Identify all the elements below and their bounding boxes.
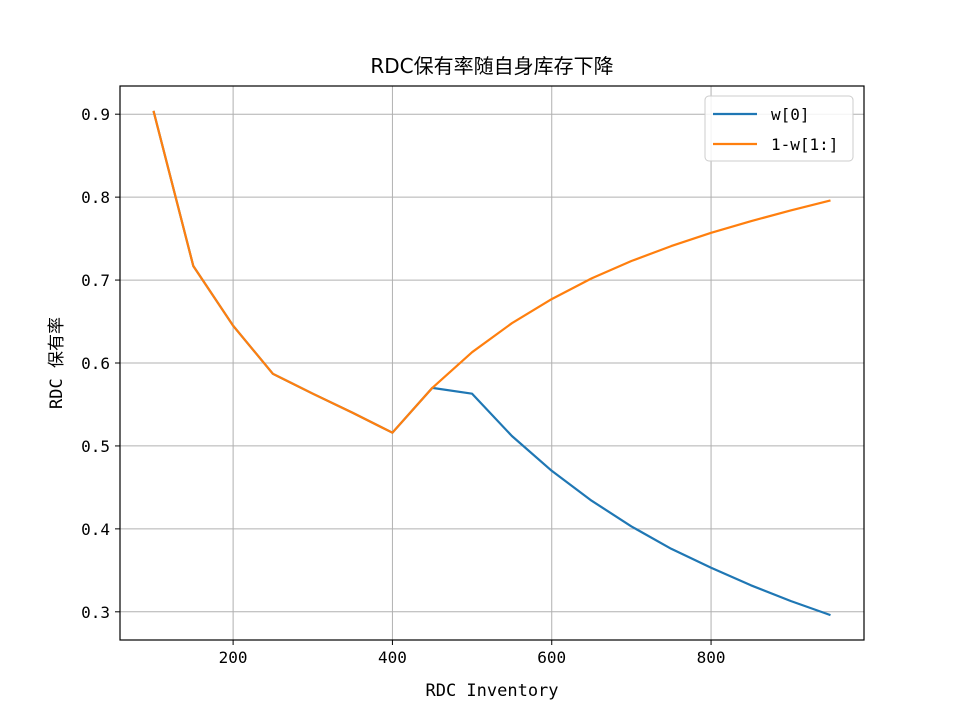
y-tick-label: 0.4 <box>81 520 110 539</box>
y-tick-label: 0.6 <box>81 354 110 373</box>
chart-title: RDC保有率随自身库存下降 <box>370 54 613 78</box>
y-axis: 0.3 0.4 0.5 0.6 0.7 0.8 0.9 <box>81 105 120 622</box>
y-tick-label: 0.9 <box>81 105 110 124</box>
grid <box>120 86 864 640</box>
y-tick-label: 0.5 <box>81 437 110 456</box>
y-axis-label: RDC 保有率 <box>47 317 67 409</box>
series-lines <box>152 110 831 617</box>
x-tick-label: 200 <box>219 648 248 667</box>
series-line-1 <box>152 110 831 434</box>
x-tick-label: 800 <box>697 648 726 667</box>
x-tick-label: 600 <box>537 648 566 667</box>
x-axis-label: RDC Inventory <box>425 681 558 701</box>
x-axis: 200 400 600 800 <box>219 640 726 667</box>
legend-label-w0: w[0] <box>771 105 810 124</box>
legend: w[0] 1-w[1:] <box>704 95 854 162</box>
x-tick-label: 400 <box>378 648 407 667</box>
y-tick-label: 0.8 <box>81 188 110 207</box>
y-tick-label: 0.7 <box>81 271 110 290</box>
y-tick-label: 0.3 <box>81 603 110 622</box>
legend-label-1-w1: 1-w[1:] <box>771 135 838 154</box>
